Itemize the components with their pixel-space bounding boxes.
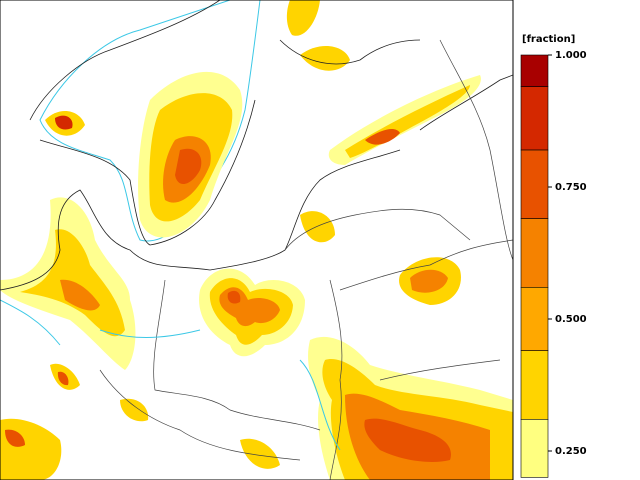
map-frame — [0, 0, 514, 480]
colorbar-label: 1.000 — [555, 50, 587, 61]
colorbar-band — [520, 149, 549, 219]
colorbar-band — [520, 218, 549, 288]
colorbar-band — [520, 419, 549, 478]
colorbar-band — [520, 54, 549, 87]
legend-unit: [fraction] — [522, 34, 575, 45]
colorbar-band — [520, 350, 549, 420]
colorbar-label: 0.750 — [555, 182, 587, 193]
colorbar-label: 0.250 — [555, 446, 587, 457]
colorbar-band — [520, 86, 549, 151]
colorbar: 1.000 0.750 0.500 0.250 — [520, 50, 587, 478]
colorbar-band — [520, 287, 549, 351]
colorbar-label: 0.500 — [555, 314, 587, 325]
map — [0, 0, 513, 480]
